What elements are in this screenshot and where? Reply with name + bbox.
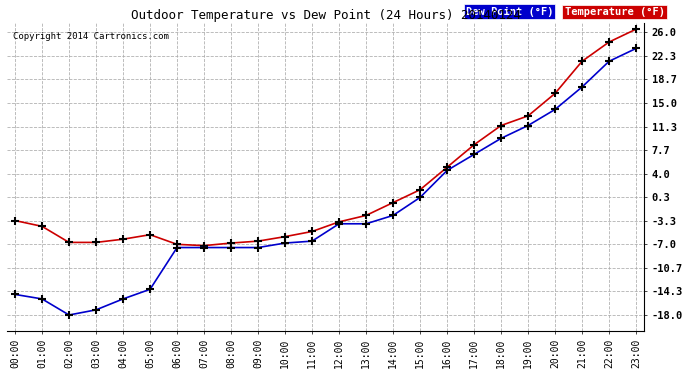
Text: Copyright 2014 Cartronics.com: Copyright 2014 Cartronics.com xyxy=(13,32,169,41)
Text: Dew Point (°F): Dew Point (°F) xyxy=(466,6,553,16)
Title: Outdoor Temperature vs Dew Point (24 Hours) 20140124: Outdoor Temperature vs Dew Point (24 Hou… xyxy=(130,9,520,22)
Text: Temperature (°F): Temperature (°F) xyxy=(564,7,664,16)
